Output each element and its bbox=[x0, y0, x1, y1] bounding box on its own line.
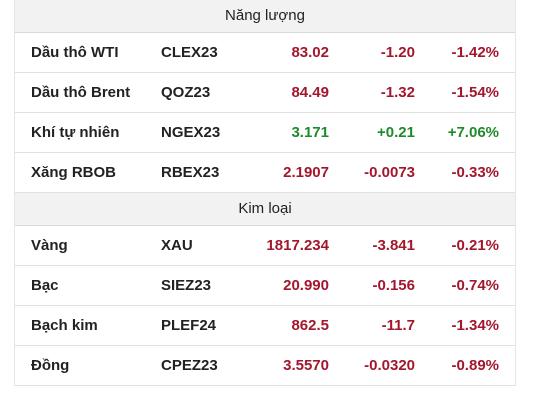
commodity-price: 20.990 bbox=[283, 277, 329, 294]
commodity-table: Năng lượng Dầu thô WTI CLEX23 83.02 -1.2… bbox=[14, 0, 516, 386]
commodity-price: 84.49 bbox=[291, 84, 329, 101]
commodity-change-percent: -0.89% bbox=[451, 357, 499, 374]
commodity-price: 1817.234 bbox=[266, 237, 329, 254]
commodity-name: Bạc bbox=[31, 277, 59, 294]
commodity-symbol: CLEX23 bbox=[161, 44, 218, 61]
commodity-change-percent: -0.21% bbox=[451, 237, 499, 254]
commodity-symbol: NGEX23 bbox=[161, 124, 221, 141]
commodity-symbol: QOZ23 bbox=[161, 84, 211, 101]
commodity-symbol: PLEF24 bbox=[161, 317, 217, 334]
commodity-name: Xăng RBOB bbox=[31, 164, 117, 181]
commodity-change-percent: +7.06% bbox=[447, 124, 499, 141]
table-row[interactable]: Xăng RBOB RBEX23 2.1907 -0.0073 -0.33% bbox=[15, 153, 515, 193]
commodity-price: 83.02 bbox=[291, 44, 329, 61]
commodity-price: 3.171 bbox=[291, 124, 329, 141]
commodity-change-percent: -1.54% bbox=[451, 84, 499, 101]
section-header-metals: Kim loại bbox=[15, 193, 515, 226]
commodity-change-percent: -1.34% bbox=[451, 317, 499, 334]
commodity-price: 862.5 bbox=[291, 317, 329, 334]
commodity-symbol: SIEZ23 bbox=[161, 277, 212, 294]
commodity-change: -0.0320 bbox=[364, 357, 415, 374]
commodity-symbol: XAU bbox=[161, 237, 193, 254]
table-row[interactable]: Dầu thô WTI CLEX23 83.02 -1.20 -1.42% bbox=[15, 33, 515, 73]
commodity-change: -0.156 bbox=[372, 277, 415, 294]
commodity-change: -1.32 bbox=[380, 84, 415, 101]
commodity-symbol: RBEX23 bbox=[161, 164, 220, 181]
commodity-change: +0.21 bbox=[377, 124, 415, 141]
section-header-energy: Năng lượng bbox=[15, 0, 515, 33]
commodity-name: Dầu thô Brent bbox=[31, 84, 131, 101]
table-row[interactable]: Đồng CPEZ23 3.5570 -0.0320 -0.89% bbox=[15, 346, 515, 386]
commodity-name: Vàng bbox=[31, 237, 68, 254]
commodity-price: 2.1907 bbox=[283, 164, 329, 181]
table-row[interactable]: Bạch kim PLEF24 862.5 -11.7 -1.34% bbox=[15, 306, 515, 346]
table-row[interactable]: Dầu thô Brent QOZ23 84.49 -1.32 -1.54% bbox=[15, 73, 515, 113]
commodity-change: -1.20 bbox=[380, 44, 415, 61]
commodity-name: Khí tự nhiên bbox=[31, 124, 120, 141]
commodity-change: -11.7 bbox=[381, 317, 415, 334]
commodity-symbol: CPEZ23 bbox=[161, 357, 218, 374]
table-row[interactable]: Khí tự nhiên NGEX23 3.171 +0.21 +7.06% bbox=[15, 113, 515, 153]
commodity-change: -3.841 bbox=[372, 237, 415, 254]
commodity-name: Đồng bbox=[31, 357, 70, 374]
commodity-change-percent: -0.33% bbox=[451, 164, 499, 181]
commodity-price: 3.5570 bbox=[283, 357, 329, 374]
commodity-change: -0.0073 bbox=[364, 164, 415, 181]
table-row[interactable]: Vàng XAU 1817.234 -3.841 -0.21% bbox=[15, 226, 515, 266]
commodity-change-percent: -1.42% bbox=[451, 44, 499, 61]
table-row[interactable]: Bạc SIEZ23 20.990 -0.156 -0.74% bbox=[15, 266, 515, 306]
commodity-change-percent: -0.74% bbox=[451, 277, 499, 294]
commodity-name: Bạch kim bbox=[31, 317, 98, 334]
commodity-name: Dầu thô WTI bbox=[31, 44, 119, 61]
